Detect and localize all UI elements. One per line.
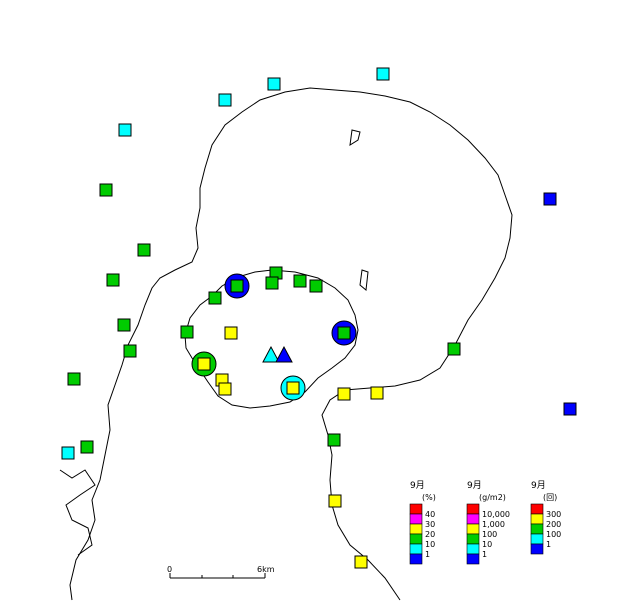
legend-title: 9月 — [410, 480, 425, 491]
legend-swatch — [530, 533, 544, 545]
station-marker — [286, 381, 300, 395]
scale-bar: 0 6km — [167, 565, 275, 579]
station-marker — [197, 357, 211, 371]
legend-unit: (g/m2) — [479, 493, 506, 502]
station-marker — [376, 67, 390, 81]
island-outline — [184, 269, 359, 409]
station-marker — [328, 494, 342, 508]
legend-swatch — [409, 503, 423, 515]
coastline — [69, 87, 513, 601]
station-marker — [208, 291, 222, 305]
legend-label: 30 — [425, 520, 435, 529]
station-marker — [106, 273, 120, 287]
islet — [359, 269, 369, 291]
scale-end-label: 6km — [257, 565, 275, 574]
legend-swatch — [409, 513, 423, 525]
legend-label: 10,000 — [482, 510, 510, 519]
station-marker — [309, 279, 323, 293]
legend-swatch — [466, 503, 480, 515]
legend-label: 100 — [482, 530, 497, 539]
vent-triangle-icon — [275, 345, 293, 363]
legend-label: 300 — [546, 510, 561, 519]
station-marker — [354, 555, 368, 569]
station-marker — [337, 387, 351, 401]
legend-label: 100 — [546, 530, 561, 539]
station-marker — [118, 123, 132, 137]
station-marker — [123, 344, 137, 358]
legend-swatch — [530, 513, 544, 525]
legend-swatch — [409, 543, 423, 555]
legend-label: 40 — [425, 510, 435, 519]
legend-swatch — [530, 503, 544, 515]
legend-swatch — [466, 543, 480, 555]
legend-label: 1 — [546, 540, 551, 549]
station-marker — [137, 243, 151, 257]
station-marker — [218, 93, 232, 107]
station-marker — [99, 183, 113, 197]
legend-unit: (回) — [543, 493, 557, 502]
station-marker — [447, 342, 461, 356]
legend-title: 9月 — [531, 480, 546, 491]
station-marker — [265, 276, 279, 290]
legend-swatch — [466, 523, 480, 535]
station-marker — [327, 433, 341, 447]
legend-label: 10 — [425, 540, 435, 549]
station-marker — [180, 325, 194, 339]
station-marker — [337, 326, 351, 340]
station-marker — [117, 318, 131, 332]
legend-swatch — [466, 533, 480, 545]
legend-swatch — [409, 523, 423, 535]
station-marker — [67, 372, 81, 386]
legend-label: 20 — [425, 530, 435, 539]
vent-triangle-icon — [262, 345, 280, 363]
station-marker — [218, 382, 232, 396]
legend-swatch — [530, 543, 544, 555]
station-marker — [224, 326, 238, 340]
legend-swatch — [409, 533, 423, 545]
legend-label: 1 — [482, 550, 487, 559]
station-marker — [230, 279, 244, 293]
port-outline — [59, 469, 96, 556]
station-marker — [370, 386, 384, 400]
station-marker — [563, 402, 577, 416]
legend-label: 1,000 — [482, 520, 505, 529]
legend-title: 9月 — [467, 480, 482, 491]
legends: 9月(%)4030201019月(g/m2)10,0001,0001001019… — [409, 480, 561, 565]
station-marker — [293, 274, 307, 288]
station-marker — [80, 440, 94, 454]
legend-swatch — [466, 553, 480, 565]
islet — [349, 129, 361, 146]
station-marker — [61, 446, 75, 460]
legend-swatch — [409, 553, 423, 565]
legend-label: 200 — [546, 520, 561, 529]
scale-start-label: 0 — [167, 565, 172, 574]
legend-label: 10 — [482, 540, 492, 549]
station-marker — [543, 192, 557, 206]
station-marker — [267, 77, 281, 91]
legend-swatch — [530, 523, 544, 535]
legend-swatch — [466, 513, 480, 525]
legend-unit: (%) — [422, 493, 436, 502]
legend-label: 1 — [425, 550, 430, 559]
